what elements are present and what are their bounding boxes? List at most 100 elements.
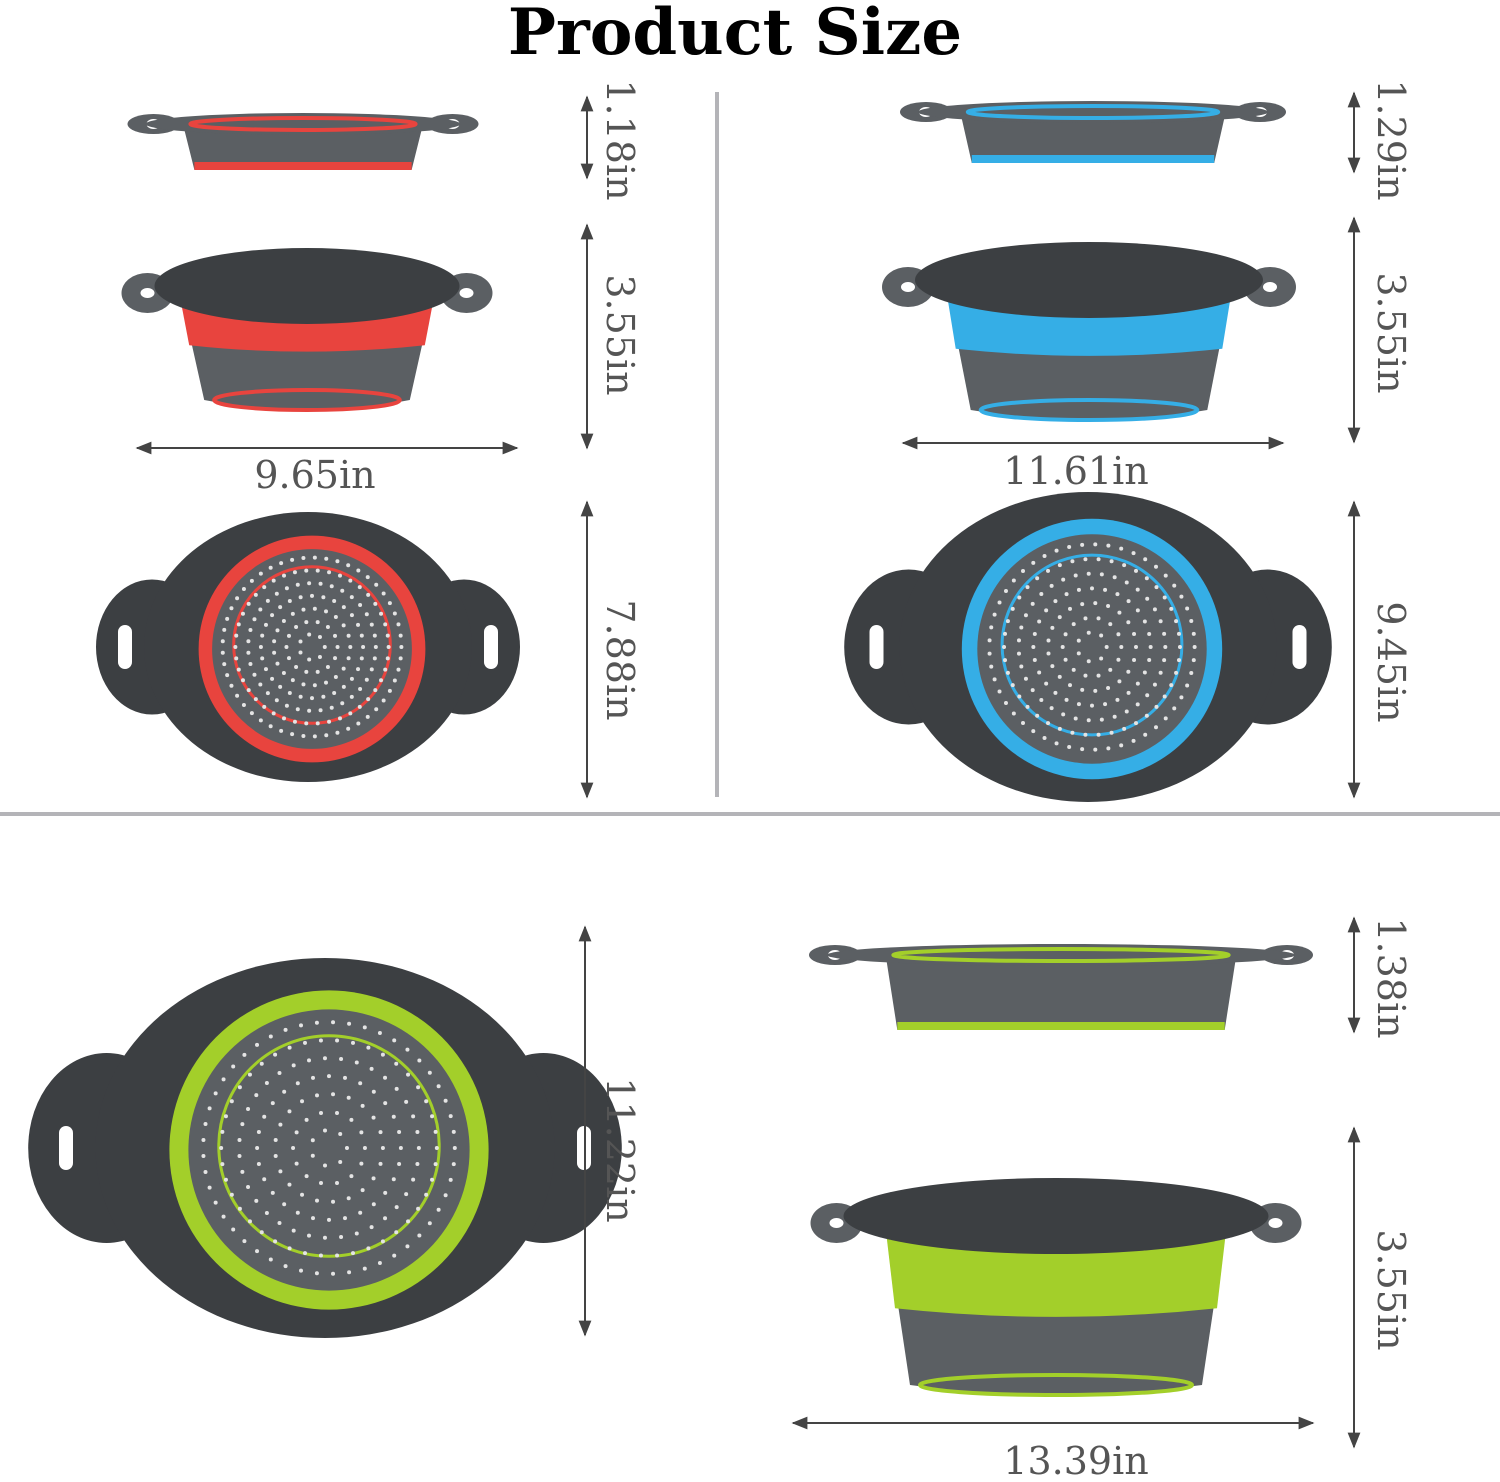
drain-hole bbox=[279, 728, 284, 733]
drain-hole bbox=[1132, 632, 1137, 637]
drain-hole bbox=[282, 573, 287, 578]
drain-hole bbox=[237, 1085, 242, 1090]
drain-hole bbox=[1067, 745, 1072, 750]
drain-hole bbox=[301, 607, 306, 612]
drain-hole bbox=[391, 1177, 396, 1182]
drain-hole bbox=[323, 680, 328, 685]
drain-hole bbox=[1054, 741, 1059, 746]
drain-hole bbox=[1050, 625, 1055, 630]
drain-hole bbox=[366, 1045, 371, 1050]
drain-hole bbox=[332, 598, 337, 603]
drain-hole bbox=[406, 1219, 411, 1224]
drain-hole bbox=[301, 556, 306, 561]
drain-hole bbox=[1005, 670, 1010, 675]
drain-hole bbox=[236, 622, 241, 627]
expanded-base bbox=[918, 1373, 1194, 1397]
drain-hole bbox=[229, 1099, 234, 1104]
drain-hole bbox=[284, 586, 289, 591]
drain-hole bbox=[1093, 688, 1098, 693]
collapsed-inner-ring bbox=[965, 104, 1221, 120]
drain-hole bbox=[1010, 683, 1015, 688]
drain-hole bbox=[372, 656, 377, 661]
drain-hole bbox=[350, 1040, 355, 1045]
drain-hole bbox=[1147, 631, 1152, 636]
drain-hole bbox=[1010, 606, 1015, 611]
drain-hole bbox=[436, 1207, 441, 1212]
drain-hole bbox=[1135, 702, 1140, 707]
drain-hole bbox=[231, 1227, 236, 1232]
drain-hole bbox=[1132, 657, 1137, 662]
drain-hole bbox=[1126, 690, 1131, 695]
drain-hole bbox=[324, 733, 329, 738]
drain-hole bbox=[273, 1137, 278, 1142]
drain-hole bbox=[347, 1270, 352, 1275]
drain-hole bbox=[341, 684, 346, 689]
drain-hole bbox=[1093, 601, 1098, 606]
drain-hole bbox=[274, 698, 279, 703]
drain-hole bbox=[1086, 718, 1091, 723]
drain-hole bbox=[268, 1257, 273, 1262]
drain-hole bbox=[405, 1244, 410, 1249]
drain-hole bbox=[1031, 645, 1036, 649]
drain-hole bbox=[237, 1137, 242, 1142]
drain-hole bbox=[1096, 557, 1101, 562]
drain-hole bbox=[1093, 542, 1098, 547]
blue-expanded-colander bbox=[882, 242, 1296, 422]
drain-hole bbox=[443, 1098, 448, 1103]
drain-hole bbox=[1096, 732, 1101, 737]
drain-hole bbox=[1152, 607, 1157, 612]
drain-hole bbox=[417, 1233, 422, 1238]
drain-hole bbox=[371, 1115, 376, 1120]
drain-hole bbox=[1086, 571, 1091, 576]
drain-hole bbox=[356, 622, 361, 627]
drain-hole bbox=[385, 656, 390, 661]
drain-hole bbox=[987, 638, 992, 643]
drain-hole bbox=[346, 633, 351, 638]
drain-hole bbox=[282, 1202, 287, 1207]
drain-hole bbox=[248, 628, 253, 633]
drain-hole bbox=[314, 1020, 319, 1025]
drain-hole bbox=[1162, 595, 1167, 600]
drain-hole bbox=[387, 601, 392, 606]
drain-hole bbox=[1068, 606, 1073, 611]
drain-hole bbox=[373, 645, 378, 649]
drain-hole bbox=[203, 1170, 208, 1175]
drain-hole bbox=[340, 701, 345, 706]
drain-hole bbox=[1031, 560, 1036, 565]
drain-hole bbox=[220, 650, 225, 655]
drain-hole bbox=[360, 1188, 365, 1193]
red-collapsed-height-label: 1.18in bbox=[598, 79, 642, 200]
drain-hole bbox=[386, 645, 391, 649]
drain-hole bbox=[1063, 632, 1068, 637]
drain-hole bbox=[331, 1271, 336, 1276]
drain-hole bbox=[220, 639, 225, 644]
drain-hole bbox=[275, 628, 280, 633]
blue-width-label: 11.61in bbox=[1003, 449, 1148, 493]
drain-hole bbox=[1133, 568, 1138, 573]
drain-hole bbox=[1023, 676, 1028, 681]
drain-hole bbox=[277, 1220, 282, 1225]
drain-hole bbox=[278, 1122, 283, 1127]
drain-hole bbox=[415, 1129, 420, 1134]
drain-hole bbox=[1135, 587, 1140, 592]
drain-hole bbox=[331, 1092, 336, 1097]
drain-hole bbox=[398, 1146, 403, 1150]
drain-hole bbox=[1093, 747, 1098, 752]
drain-hole bbox=[284, 645, 289, 649]
drain-hole bbox=[377, 1030, 382, 1035]
drain-hole bbox=[263, 667, 268, 672]
drain-hole bbox=[203, 1121, 208, 1126]
drain-hole bbox=[369, 1066, 374, 1071]
drain-hole bbox=[415, 1162, 420, 1167]
drain-hole bbox=[301, 682, 306, 687]
drain-hole bbox=[1057, 674, 1062, 679]
drain-hole bbox=[318, 708, 323, 713]
drain-hole bbox=[247, 1072, 252, 1077]
drain-hole bbox=[294, 664, 299, 669]
drain-hole bbox=[1142, 670, 1147, 675]
drain-hole bbox=[1030, 601, 1035, 606]
drain-hole bbox=[222, 662, 227, 667]
drain-hole bbox=[358, 602, 363, 607]
drain-hole bbox=[307, 581, 312, 586]
drain-hole bbox=[258, 645, 263, 649]
